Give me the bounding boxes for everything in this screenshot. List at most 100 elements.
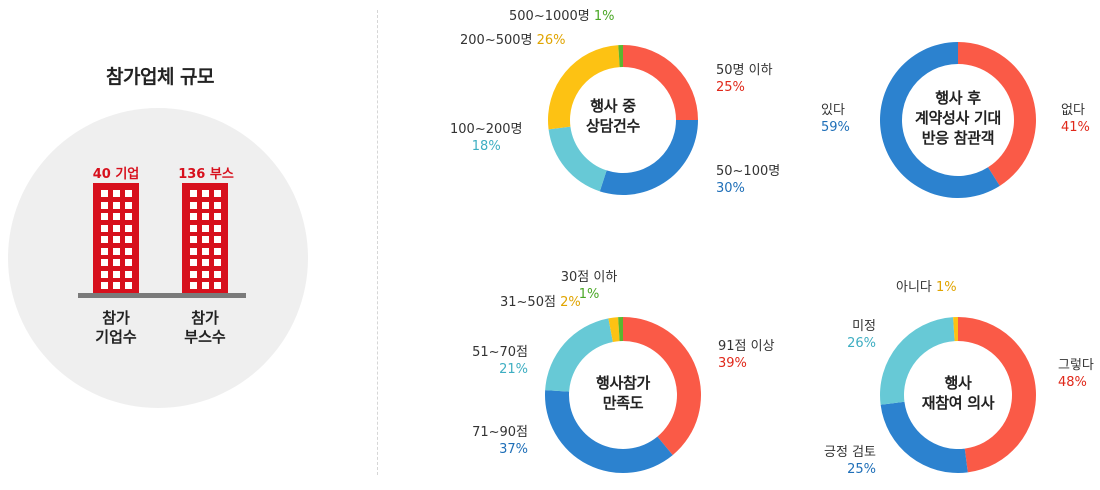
chart2-title-line-2: 계약성사 기대 <box>915 109 1001 127</box>
chart3-slice-pct: 2% <box>560 295 581 310</box>
chart4-slice-label-2: 미정 26% <box>838 318 876 352</box>
chart4-slice-2 <box>880 317 955 405</box>
chart3-slice-0 <box>623 317 701 456</box>
chart1-slice-label-2: 100~200명 18% <box>450 121 522 155</box>
building-window <box>190 282 197 289</box>
chart4-slice-pct: 48% <box>1058 375 1087 390</box>
building-window <box>202 224 209 232</box>
chart1-slice-pct: 26% <box>536 33 566 48</box>
chart1-slice-label-0: 50명 이하 25% <box>716 62 773 96</box>
chart3-title-line-1: 행사참가 <box>595 374 650 392</box>
building-window <box>125 270 132 278</box>
chart1-slice-name: 50명 이하 <box>716 63 773 78</box>
chart2-slice-label-1: 있다 59% <box>821 102 850 136</box>
chart2-slice-name: 없다 <box>1061 103 1085 118</box>
chart4-title-line-2: 재참여 의사 <box>921 394 995 412</box>
chart3-slice-name: 91점 이상 <box>718 339 775 354</box>
section-divider <box>377 10 378 475</box>
chart1-slice-name: 500~1000명 <box>509 9 590 24</box>
building-window <box>214 213 221 220</box>
chart1-slice-4 <box>618 45 623 68</box>
booths-count: 136 부스 <box>178 167 234 182</box>
building-window <box>113 201 120 209</box>
building-window <box>190 224 197 232</box>
building-window <box>113 270 120 278</box>
chart3-title: 행사참가 만족도 <box>578 373 668 413</box>
chart1-title-line-1: 행사 중 <box>590 97 636 115</box>
chart2-slice-label-0: 없다 41% <box>1061 102 1090 136</box>
chart3-title-line-2: 만족도 <box>602 394 644 412</box>
chart3-slice-label-4: 30점 이하 1% <box>557 269 621 303</box>
building-window <box>101 247 108 255</box>
building-window <box>202 190 209 197</box>
companies-count: 40 기업 <box>92 167 140 182</box>
chart4-slice-label-1: 긍정 검토 25% <box>818 444 876 478</box>
building-window <box>214 224 221 232</box>
chart1-slice-label-1: 50~100명 30% <box>716 163 780 197</box>
chart3-slice-2 <box>545 318 613 392</box>
chart4-slice-name: 그렇다 <box>1058 358 1094 373</box>
chart1-slice-pct: 1% <box>593 9 615 24</box>
chart3-slice-pct: 37% <box>499 442 528 457</box>
building-window <box>113 259 120 266</box>
left-panel-title: 참가업체 규모 <box>106 66 215 88</box>
building-window <box>125 236 132 243</box>
chart1-slice-0 <box>623 45 698 120</box>
building-window <box>125 224 132 232</box>
chart1-slice-1 <box>599 120 698 196</box>
chart4-title: 행사 재참여 의사 <box>903 373 1013 413</box>
chart4-title-line-1: 행사 <box>944 374 972 392</box>
chart4-slice-label-3: 아니다 1% <box>896 279 957 296</box>
chart4-slice-pct: 25% <box>847 462 876 477</box>
chart1-slice-label-4: 500~1000명 1% <box>509 8 615 25</box>
building-window <box>125 190 132 197</box>
building-window <box>214 201 221 209</box>
building-window <box>125 201 132 209</box>
building-window <box>190 236 197 243</box>
chart1-slice-name: 50~100명 <box>716 164 781 179</box>
company-building-icon <box>93 183 139 293</box>
building-window <box>113 190 120 197</box>
building-window <box>125 259 132 266</box>
chart3-slice-pct: 21% <box>499 362 528 377</box>
building-window <box>214 247 221 255</box>
chart4-slice-0 <box>958 317 1036 473</box>
building-window <box>101 201 108 209</box>
building-window <box>125 282 132 289</box>
chart2-title-line-3: 반응 참관객 <box>921 129 995 147</box>
building-window <box>113 224 120 232</box>
building-window <box>190 247 197 255</box>
building-window <box>202 236 209 243</box>
building-window <box>202 282 209 289</box>
chart2-title-line-1: 행사 후 <box>935 89 981 107</box>
booths-caption: 참가 부스수 <box>165 309 245 347</box>
chart3-slice-3 <box>608 317 620 342</box>
building-window <box>101 213 108 220</box>
building-window <box>190 213 197 220</box>
building-window <box>214 270 221 278</box>
chart3-slice-pct: 1% <box>578 287 600 302</box>
chart4-slice-name: 미정 <box>852 319 876 334</box>
building-window <box>214 190 221 197</box>
chart1-title: 행사 중 상담건수 <box>568 96 658 136</box>
chart1-slice-pct: 18% <box>471 139 501 154</box>
chart4-slice-name: 긍정 검토 <box>824 445 876 460</box>
chart4-slice-pct: 1% <box>936 280 957 295</box>
building-window <box>190 190 197 197</box>
companies-caption-line-2: 기업수 <box>95 328 137 346</box>
building-window <box>202 259 209 266</box>
chart3-slice-label-0: 91점 이상 39% <box>718 338 775 372</box>
chart4-slice-3 <box>953 317 958 342</box>
chart1-slice-2 <box>548 126 607 192</box>
chart3-slice-pct: 39% <box>718 356 747 371</box>
building-window <box>190 259 197 266</box>
companies-caption-line-1: 참가 <box>102 309 130 327</box>
building-window <box>101 224 108 232</box>
chart4-slice-name: 아니다 <box>896 280 932 295</box>
chart1-slice-name: 200~500명 <box>460 33 533 48</box>
chart3-slice-4 <box>618 317 623 342</box>
building-window <box>202 270 209 278</box>
chart1-slice-name: 100~200명 <box>450 122 523 137</box>
chart1-slice-label-3: 200~500명 26% <box>460 32 566 49</box>
